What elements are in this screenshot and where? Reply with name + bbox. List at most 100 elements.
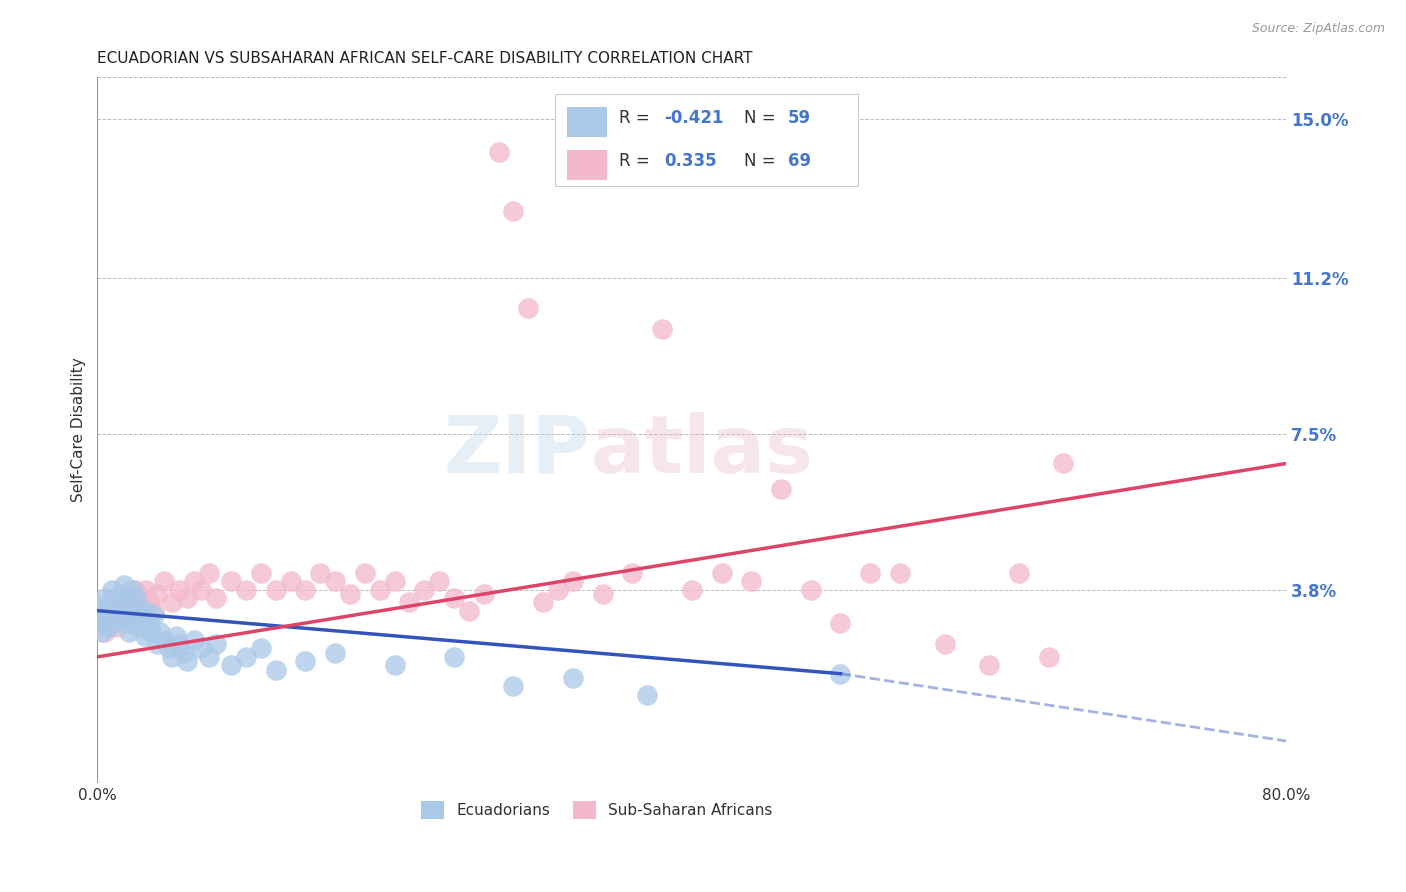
Point bbox=[97, 604, 120, 618]
Point bbox=[531, 595, 554, 609]
Point bbox=[517, 301, 540, 315]
Point bbox=[205, 591, 228, 605]
Point bbox=[219, 658, 242, 673]
Point bbox=[117, 616, 139, 631]
Point bbox=[250, 566, 273, 580]
Point bbox=[124, 616, 146, 631]
Point bbox=[264, 582, 287, 597]
Point bbox=[235, 649, 257, 664]
Text: 69: 69 bbox=[789, 153, 811, 170]
Point bbox=[309, 566, 332, 580]
Point bbox=[198, 566, 221, 580]
Point bbox=[142, 604, 165, 618]
Point bbox=[108, 587, 131, 601]
Point bbox=[235, 582, 257, 597]
Point bbox=[129, 591, 152, 605]
Point bbox=[100, 612, 122, 626]
Point bbox=[1008, 566, 1031, 580]
Point bbox=[198, 649, 221, 664]
Text: 0.335: 0.335 bbox=[665, 153, 717, 170]
FancyBboxPatch shape bbox=[567, 107, 607, 137]
Text: Source: ZipAtlas.com: Source: ZipAtlas.com bbox=[1251, 22, 1385, 36]
FancyBboxPatch shape bbox=[555, 95, 858, 186]
Point bbox=[443, 591, 465, 605]
Point bbox=[90, 607, 112, 622]
Text: R =: R = bbox=[619, 109, 655, 127]
Point bbox=[427, 574, 450, 589]
FancyBboxPatch shape bbox=[567, 151, 607, 180]
Point bbox=[264, 663, 287, 677]
Point bbox=[502, 679, 524, 693]
Point bbox=[127, 599, 149, 614]
Point bbox=[323, 574, 346, 589]
Point bbox=[90, 624, 112, 639]
Point bbox=[157, 641, 180, 656]
Point bbox=[153, 574, 176, 589]
Point bbox=[384, 658, 406, 673]
Point bbox=[111, 607, 134, 622]
Point bbox=[859, 566, 882, 580]
Point bbox=[87, 607, 110, 622]
Point bbox=[413, 582, 436, 597]
Point bbox=[165, 629, 187, 643]
Point bbox=[153, 633, 176, 648]
Point bbox=[176, 591, 198, 605]
Point bbox=[142, 607, 165, 622]
Point bbox=[190, 641, 212, 656]
Y-axis label: Self-Care Disability: Self-Care Disability bbox=[72, 358, 86, 502]
Point bbox=[173, 646, 195, 660]
Point bbox=[125, 591, 148, 605]
Point bbox=[122, 607, 145, 622]
Point bbox=[94, 624, 117, 639]
Point bbox=[114, 591, 136, 605]
Point bbox=[121, 582, 143, 597]
Point bbox=[146, 637, 169, 651]
Point bbox=[219, 574, 242, 589]
Point bbox=[190, 582, 212, 597]
Point bbox=[110, 604, 132, 618]
Point bbox=[112, 578, 135, 592]
Point bbox=[117, 624, 139, 639]
Point bbox=[89, 599, 111, 614]
Point bbox=[108, 595, 131, 609]
Point bbox=[339, 587, 361, 601]
Point bbox=[398, 595, 420, 609]
Point bbox=[138, 616, 160, 631]
Point bbox=[103, 616, 125, 631]
Point bbox=[294, 654, 316, 668]
Point bbox=[250, 641, 273, 656]
Point bbox=[740, 574, 762, 589]
Point bbox=[87, 616, 110, 631]
Point bbox=[118, 599, 141, 614]
Point bbox=[323, 646, 346, 660]
Text: atlas: atlas bbox=[591, 412, 814, 490]
Point bbox=[114, 595, 136, 609]
Point bbox=[472, 587, 495, 601]
Point bbox=[134, 629, 156, 643]
Point bbox=[547, 582, 569, 597]
Point bbox=[94, 591, 117, 605]
Point bbox=[205, 637, 228, 651]
Point bbox=[368, 582, 391, 597]
Text: ECUADORIAN VS SUBSAHARAN AFRICAN SELF-CARE DISABILITY CORRELATION CHART: ECUADORIAN VS SUBSAHARAN AFRICAN SELF-CA… bbox=[97, 51, 752, 66]
Point bbox=[769, 482, 792, 496]
Point bbox=[104, 599, 127, 614]
Point bbox=[96, 612, 118, 626]
Point bbox=[115, 604, 138, 618]
Point bbox=[681, 582, 703, 597]
Point bbox=[889, 566, 911, 580]
Point bbox=[105, 620, 128, 634]
Point bbox=[458, 604, 481, 618]
Point bbox=[561, 574, 583, 589]
Point bbox=[135, 582, 157, 597]
Point bbox=[139, 624, 162, 639]
Point bbox=[167, 582, 190, 597]
Point bbox=[115, 607, 138, 622]
Point bbox=[710, 566, 733, 580]
Point bbox=[651, 322, 673, 336]
Point bbox=[592, 587, 614, 601]
Point bbox=[160, 595, 183, 609]
Point bbox=[621, 566, 644, 580]
Point bbox=[384, 574, 406, 589]
Point bbox=[488, 145, 510, 160]
